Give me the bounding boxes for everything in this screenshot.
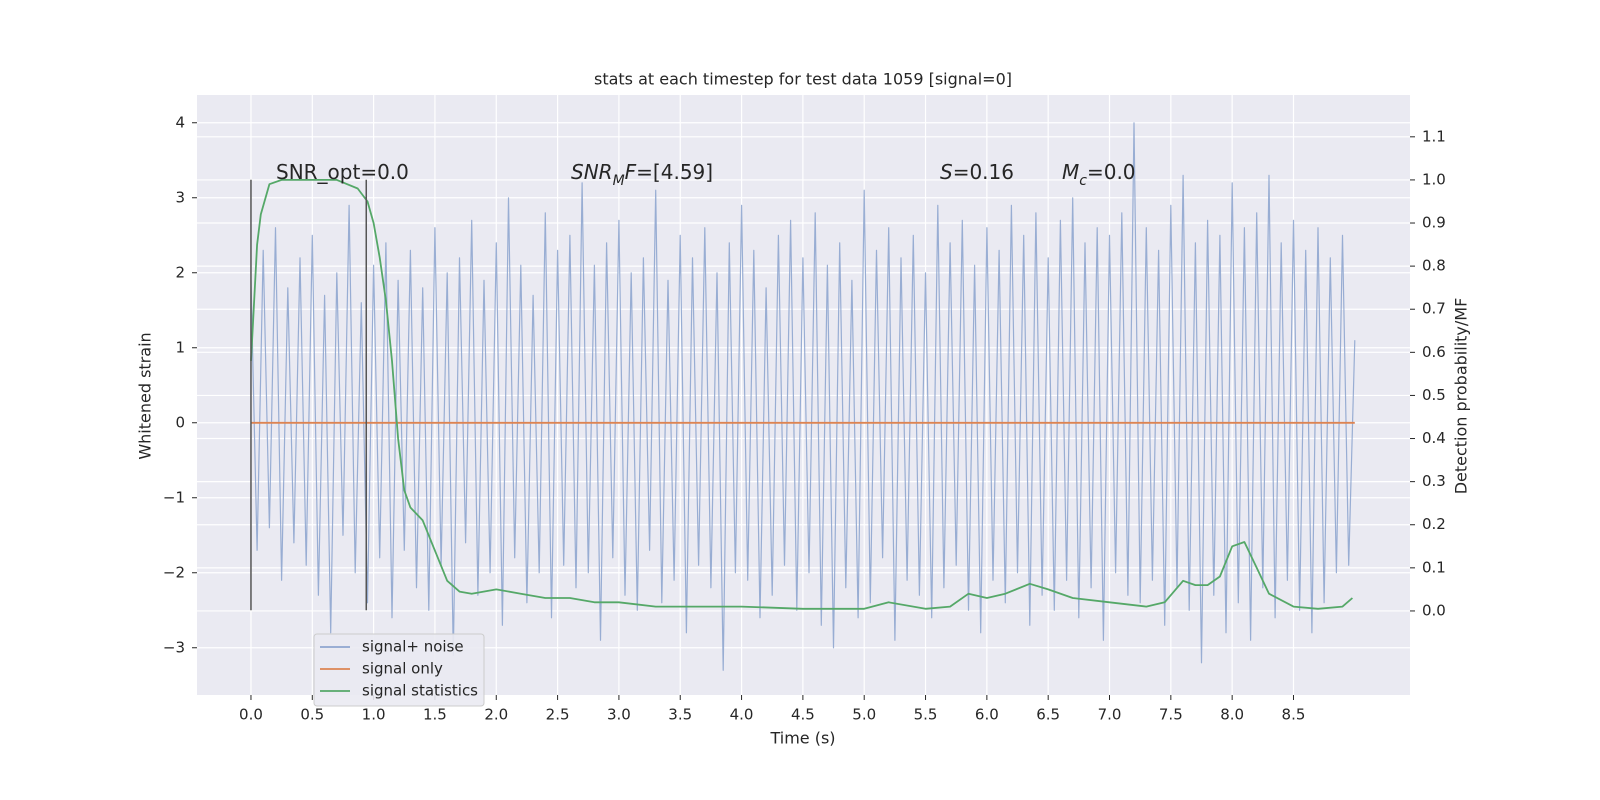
y-axis-label: Whitened strain [136,332,155,459]
y2-tick-label: 0.5 [1422,386,1446,404]
x-tick-label: 8.5 [1282,706,1306,724]
x-tick-label: 7.5 [1159,706,1183,724]
annotation-part: SNR [571,160,613,184]
y-tick-label: 1 [175,338,185,356]
legend-label: signal only [362,660,443,678]
y2-tick-label: 0.0 [1422,601,1446,619]
series-line [250,178,1353,610]
y-tick-label: 0 [175,413,185,431]
y-tick-label: 4 [175,113,185,131]
x-tick-label: 2.5 [546,706,570,724]
x-tick-label: 3.5 [668,706,692,724]
annotation-part: S [940,160,953,184]
annotation: Mc=0.0 [1062,160,1136,190]
legend-label: signal statistics [362,682,478,700]
series-line [250,122,1356,671]
y2-tick-label: 0.8 [1422,257,1446,275]
y2-tick-label: 0.3 [1422,472,1446,490]
y-tick-label: 3 [175,188,185,206]
y2-tick-label: 0.2 [1422,515,1446,533]
y2-tick-label: 1.0 [1422,170,1446,188]
y2-tick-label: 0.1 [1422,558,1446,576]
y2-tick-label: 0.4 [1422,429,1446,447]
x-tick-label: 1.0 [362,706,386,724]
annotation-part: =0.16 [953,160,1014,184]
annotation-part: =[4.59] [636,160,713,184]
x-tick-label: 1.5 [423,706,447,724]
annotation: S=0.16 [940,160,1014,184]
x-tick-label: 5.5 [914,706,938,724]
y2-axis-label: Detection probability/MF [1452,298,1471,495]
x-tick-label: 7.0 [1098,706,1122,724]
x-tick-label: 5.0 [852,706,876,724]
y2-tick-label: 0.9 [1422,214,1446,232]
legend-box [313,633,485,707]
chart-title: stats at each timestep for test data 105… [594,70,1012,89]
annotation: SNR_opt=0.0 [276,160,409,184]
x-tick-label: 6.0 [975,706,999,724]
x-tick-label: 8.0 [1220,706,1244,724]
x-tick-label: 6.5 [1036,706,1060,724]
x-tick-label: 4.0 [730,706,754,724]
x-tick-label: 0.5 [300,706,324,724]
y-tick-label: −3 [163,638,185,656]
x-tick-label: 2.0 [484,706,508,724]
x-axis-label: Time (s) [769,729,835,748]
annotation-part: M [613,173,625,189]
annotation-part: F [625,160,637,184]
x-tick-label: 4.5 [791,706,815,724]
y2-tick-label: 0.6 [1422,343,1446,361]
annotation-part: =0.0 [1087,160,1136,184]
annotation-part: SNR_opt=0.0 [276,160,409,184]
x-tick-label: 0.0 [239,706,263,724]
annotation: SNRMF=[4.59] [571,160,713,190]
annotation-part: c [1079,173,1087,189]
legend: signal+ noise signal only signal statistic… [313,633,485,707]
y2-tick-label: 1.1 [1422,127,1446,145]
y-tick-label: −1 [163,488,185,506]
grid [197,95,1410,695]
x-tick-label: 3.0 [607,706,631,724]
y2-tick-label: 0.7 [1422,300,1446,318]
y-tick-label: −2 [163,563,185,581]
legend-label: signal+ noise [362,638,464,656]
y-tick-label: 2 [175,263,185,281]
annotation-part: M [1062,160,1079,184]
